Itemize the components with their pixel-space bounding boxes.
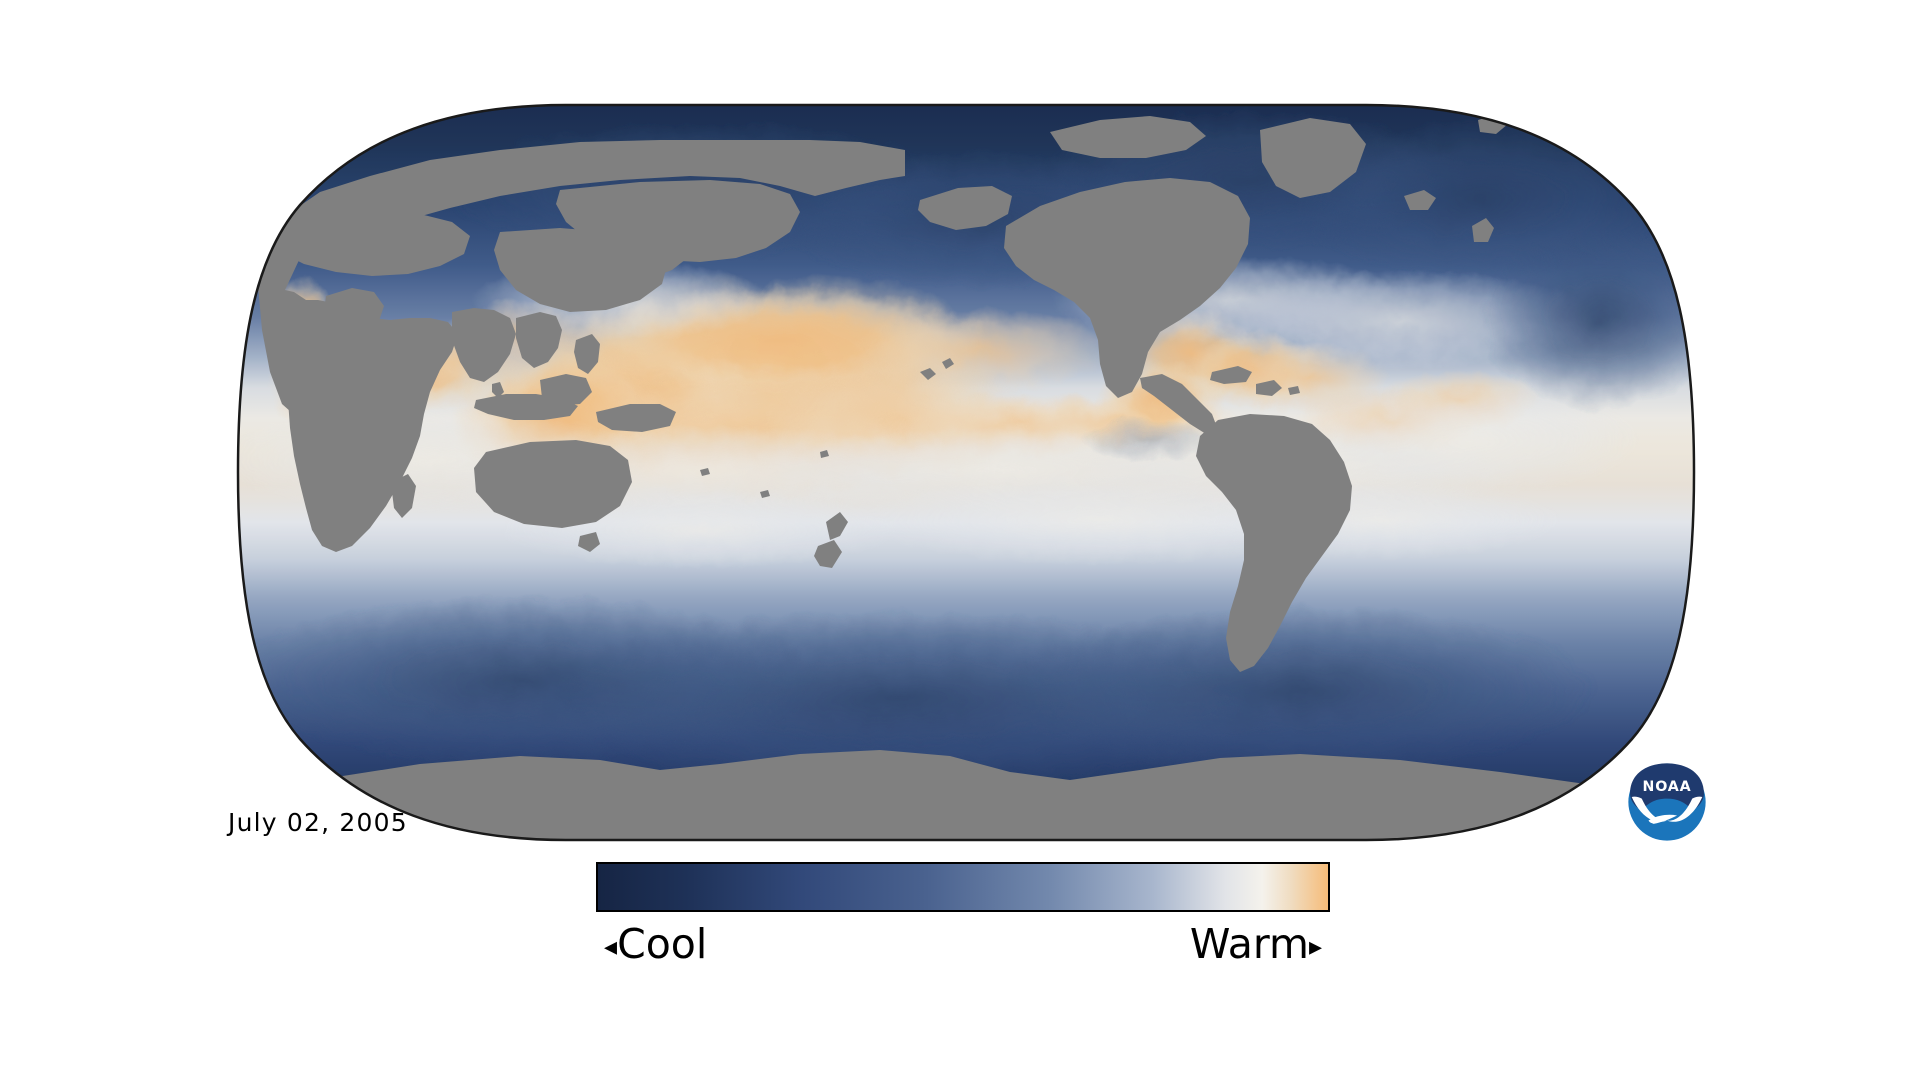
land-masses: [238, 114, 1694, 840]
logo-seagull-body: [1648, 814, 1678, 824]
southeast-asia-landmass: [516, 312, 562, 368]
temperature-legend: ◂Cool Warm▸: [596, 862, 1330, 974]
cool-arrow-icon: ◂: [604, 932, 618, 962]
europe-landmass: [266, 212, 470, 276]
iceland-island: [1404, 190, 1436, 210]
central-america-landmass: [1140, 374, 1218, 434]
philippines-islands: [574, 334, 600, 374]
new-guinea-island: [596, 404, 676, 432]
logo-seagull-wing: [1631, 796, 1667, 822]
cool-label-group: ◂Cool: [604, 918, 707, 973]
alaska-landmass: [918, 186, 1012, 230]
south-america-landmass: [1196, 414, 1352, 672]
noaa-seagull-logo: NOAA: [1628, 763, 1706, 841]
madagascar-island: [392, 474, 416, 518]
eurasia-landmass: [258, 140, 905, 420]
cuba-island: [1210, 366, 1252, 384]
africa-landmass: [288, 300, 458, 552]
china-landmass: [494, 228, 668, 312]
warm-label-text: Warm: [1189, 920, 1309, 968]
warm-arrow-icon: ▸: [1308, 932, 1322, 962]
tasmania-island: [578, 532, 600, 552]
logo-dark-cap: [1630, 763, 1704, 811]
canadian-arctic-islands: [1050, 116, 1206, 158]
japan-islands: [648, 232, 700, 276]
british-isles: [1472, 218, 1494, 242]
india-landmass: [452, 308, 516, 382]
projection-outline: [236, 103, 1696, 842]
temperature-colorbar[interactable]: [596, 862, 1330, 912]
new-zealand-islands: [814, 512, 848, 568]
greenland-landmass: [1260, 118, 1366, 198]
borneo-island: [540, 374, 592, 406]
hawaii-islands: [920, 358, 954, 380]
colorbar-label-row: ◂Cool Warm▸: [596, 918, 1330, 974]
logo-wordmark: NOAA: [1642, 779, 1691, 795]
hispaniola-island: [1256, 380, 1282, 396]
arabia-landmass: [324, 288, 384, 340]
puerto-rico-island: [1288, 386, 1300, 395]
north-america-landmass: [1004, 178, 1250, 398]
warm-label-group: Warm▸: [1190, 918, 1322, 973]
australia-landmass: [474, 440, 632, 528]
sri-lanka-island: [492, 382, 504, 398]
cool-label-text: Cool: [617, 920, 708, 968]
baja-peninsula: [1102, 334, 1124, 372]
logo-seagull-wing-right: [1667, 796, 1703, 822]
antarctica-landmass: [238, 750, 1694, 840]
date-caption: July 02, 2005: [228, 808, 408, 837]
